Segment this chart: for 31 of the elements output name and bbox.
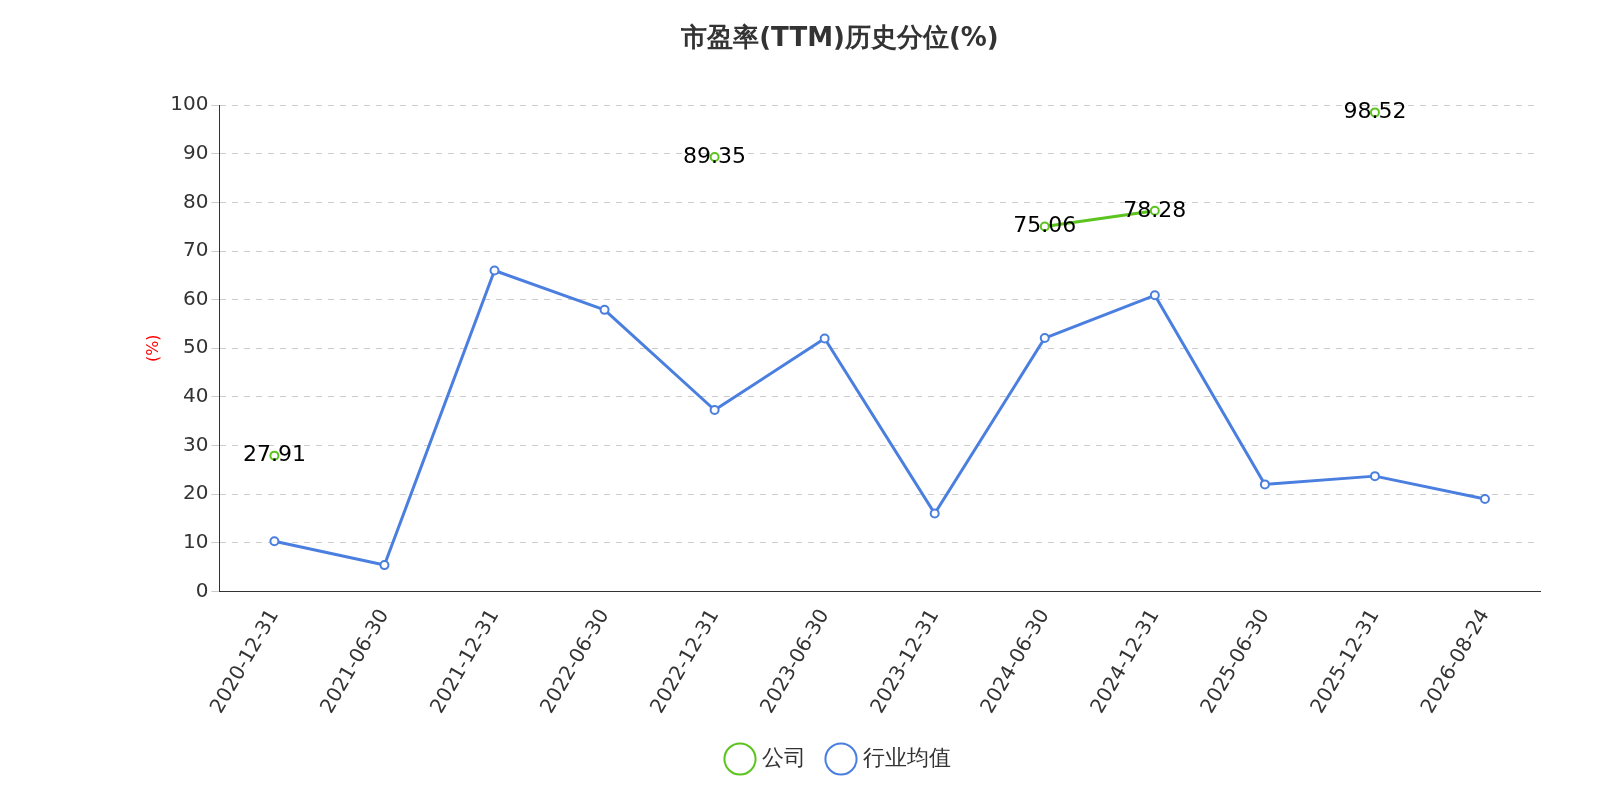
point — [1479, 493, 1490, 504]
y-tick-label: 0 — [195, 577, 209, 602]
legend-label: 行业均值 — [863, 744, 951, 770]
y-tick-label: 30 — [182, 431, 209, 456]
point — [929, 508, 940, 519]
y-tick-label: 50 — [182, 334, 209, 359]
y-tick-label: 90 — [182, 140, 209, 165]
point — [1259, 479, 1270, 490]
y-tick-label: 40 — [182, 383, 209, 408]
point — [1369, 471, 1380, 482]
y-tick-label: 60 — [182, 285, 209, 310]
point — [819, 333, 830, 344]
point — [269, 536, 280, 547]
y-axis-title: (%) — [142, 334, 162, 363]
y-tick-label: 100 — [170, 91, 209, 116]
data-label: 89.35 — [683, 142, 747, 168]
y-tick-label: 80 — [182, 188, 209, 213]
point — [709, 405, 720, 416]
y-tick-label: 20 — [182, 480, 209, 505]
legend-label: 公司 — [762, 744, 806, 770]
point — [1039, 333, 1050, 344]
point — [1149, 290, 1160, 301]
chart-title: 市盈率(TTM)历史分位(%) — [680, 22, 999, 53]
data-label: 27.91 — [242, 441, 306, 467]
data-label: 98.52 — [1343, 98, 1407, 124]
point — [489, 265, 500, 276]
data-label: 78.28 — [1123, 196, 1187, 222]
point — [599, 304, 610, 315]
point — [379, 560, 390, 571]
y-tick-label: 70 — [182, 237, 209, 262]
y-tick-label: 10 — [182, 528, 209, 553]
